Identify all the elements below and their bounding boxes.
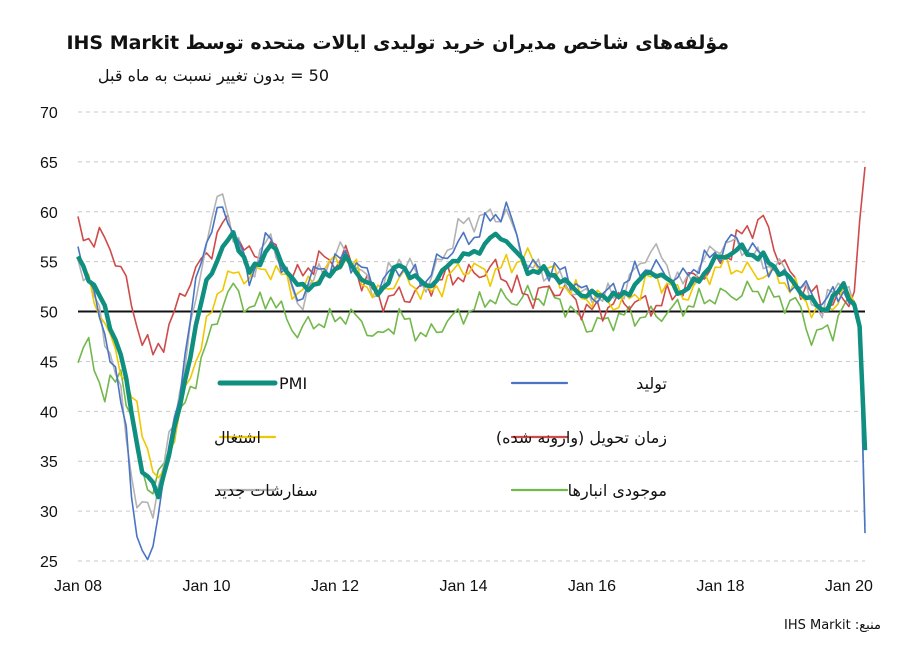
- legend-label: موجودی انبارها: [568, 481, 667, 501]
- gridlines: [78, 111, 865, 562]
- legend-label: اشتغال: [214, 428, 261, 447]
- x-axis: Jan 08 Jan 10 Jan 12 Jan 14 Jan 16 Jan 18 Jan …: [54, 578, 873, 595]
- y-tick-label: 50: [40, 305, 58, 322]
- series-line-5: [77, 280, 866, 495]
- y-tick-label: 30: [40, 504, 58, 521]
- legend-label: تولید: [636, 374, 667, 394]
- y-tick-label: 40: [40, 404, 58, 421]
- series-lines: [76, 166, 868, 561]
- legend: PMI تولید اشتغال زمان تحویل (وارونه شده) سفا…: [214, 374, 667, 501]
- legend-label: زمان تحویل (وارونه شده): [496, 428, 667, 448]
- x-tick-label: Jan 20: [825, 578, 873, 595]
- y-tick-label: 65: [40, 155, 58, 172]
- y-axis: 25 30 35 40 45 50 55 60 65 70: [40, 105, 58, 571]
- legend-label: سفارشات جدید: [214, 481, 318, 501]
- y-tick-label: 45: [40, 354, 58, 371]
- chart-subtitle: 50 = بدون تغییر نسبت به ماه قبل: [97, 66, 329, 85]
- y-tick-label: 25: [40, 554, 58, 571]
- x-tick-label: Jan 10: [182, 578, 230, 595]
- x-tick-label: Jan 12: [311, 578, 359, 595]
- series-line-4: [77, 193, 866, 527]
- x-tick-label: Jan 14: [439, 578, 487, 595]
- source-note: منبع: IHS Markit: [783, 618, 881, 633]
- y-tick-label: 35: [40, 454, 58, 471]
- series-line-0: [76, 230, 868, 500]
- series-line-2: [77, 247, 866, 479]
- y-tick-label: 60: [40, 205, 58, 222]
- y-tick-label: 55: [40, 255, 58, 272]
- chart-title: مؤلفه‌های شاخص مدیران خرید تولیدی ایالات…: [66, 32, 729, 54]
- y-tick-label: 70: [40, 105, 58, 122]
- x-tick-label: Jan 16: [568, 578, 616, 595]
- x-tick-label: Jan 18: [696, 578, 744, 595]
- x-tick-label: Jan 08: [54, 578, 102, 595]
- legend-label: PMI: [279, 374, 307, 393]
- series-line-1: [77, 201, 866, 561]
